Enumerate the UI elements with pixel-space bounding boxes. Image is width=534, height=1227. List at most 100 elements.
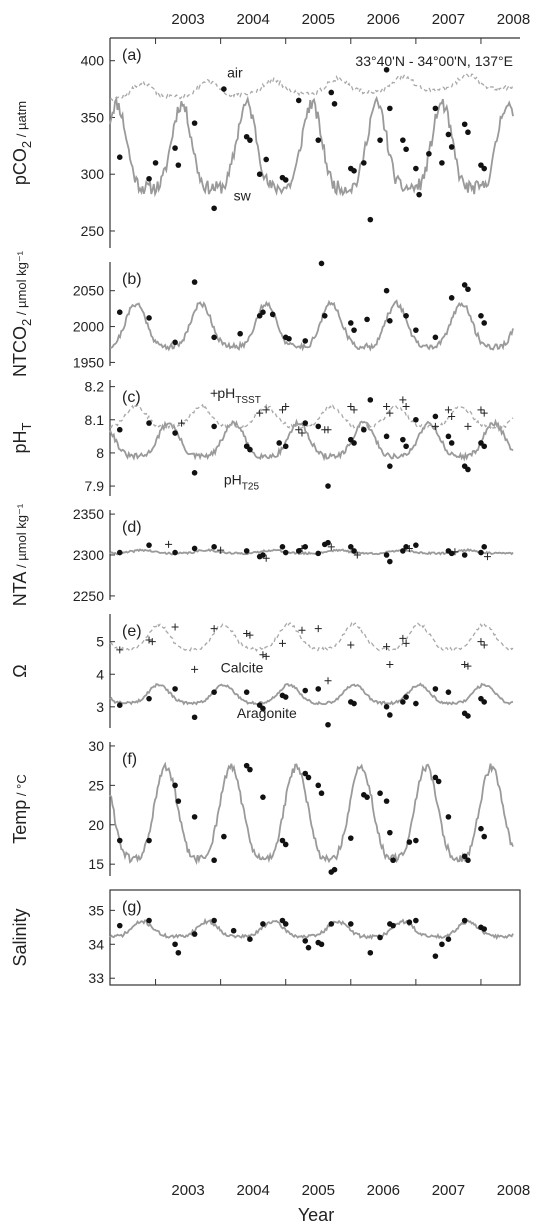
data-point [328,921,335,927]
data-point [439,160,445,166]
y-tick-label: 2300 [73,547,104,563]
data-point [116,549,123,556]
data-point [435,778,442,785]
plus-marker [217,546,225,554]
annotation: pHTSST [217,385,260,406]
data-point [413,837,419,844]
data-point [175,949,182,956]
plus-marker [464,422,472,430]
top-year-label-2003: 2003 [171,11,204,28]
data-point [406,919,413,926]
data-point [305,774,312,781]
plus-marker [259,651,267,659]
data-point [172,430,178,436]
y-tick-label: 35 [88,902,104,918]
dashed-series-line [109,403,514,431]
data-point [211,334,217,341]
data-point [146,315,152,321]
data-point [465,286,471,293]
data-point [211,205,217,212]
data-point [461,552,468,558]
plus-marker [262,652,270,660]
data-point [302,938,309,944]
data-point [377,934,383,941]
data-point [481,544,488,550]
bottom-year-label-2008: 2008 [497,1182,530,1199]
data-point [445,814,452,820]
plus-marker [148,638,156,646]
solid-series-line [109,682,514,706]
data-point [282,177,289,183]
data-point [400,699,406,705]
data-point [302,420,309,426]
data-point [347,320,354,326]
bottom-year-axis: 2003 2004 2005 2006 2007 2008 [171,1182,530,1199]
data-point [481,699,488,705]
data-point [191,814,198,820]
data-point [191,470,198,476]
data-point [282,694,289,700]
data-point [328,89,335,96]
bottom-year-label-2003: 2003 [171,1182,204,1199]
annotation: Calcite [221,660,264,676]
data-point [282,921,289,927]
data-point [400,436,406,443]
y-tick-label: 250 [81,223,105,239]
data-point [325,483,331,489]
x-axis-title: Year [298,1205,334,1225]
data-point [302,338,309,344]
data-point [211,689,217,695]
data-point [243,762,250,769]
data-point [146,837,152,844]
plus-marker [477,638,485,646]
y-axis-label: Ω [10,664,30,677]
data-point [116,702,123,708]
data-point [481,833,488,840]
panel-letter: (f) [122,751,137,768]
data-point [315,550,322,557]
data-point [325,721,331,728]
data-point [302,770,309,777]
data-point [403,312,409,319]
plus-marker [347,403,355,411]
dashed-series-line [109,72,514,102]
data-point [302,544,309,550]
plus-marker [262,554,270,562]
data-point [413,165,419,172]
plus-marker [243,630,251,638]
data-point [315,423,322,430]
data-point [413,700,419,707]
data-point [413,542,419,548]
data-point [305,944,312,951]
data-point [260,794,266,800]
data-point [367,397,374,403]
plus-marker [262,406,270,414]
data-point [302,687,309,694]
plus-marker [295,426,303,434]
panel-letter: (d) [122,519,142,536]
data-point [481,165,488,172]
data-point [403,544,409,550]
data-point [432,413,439,420]
y-axis-label: NTA / µmol kg⁻¹ [10,503,30,606]
top-year-label-2005: 2005 [302,11,335,28]
data-point [416,191,422,198]
data-point [432,334,439,341]
data-point [377,137,383,143]
data-point [351,548,357,554]
data-point [390,922,396,929]
plus-marker [324,426,332,434]
data-point [347,544,354,550]
data-point [243,548,250,554]
data-point [465,129,471,136]
data-point [387,105,393,112]
solid-series-line [109,95,514,198]
panel-f: 15 20 25 30 (f) Temp / °C [10,738,514,876]
plus-marker [402,639,410,647]
y-tick-label: 8.2 [85,379,105,395]
data-point [347,835,354,841]
plus-marker [165,540,173,548]
data-point [383,552,390,558]
top-year-axis: 2003 2004 2005 2006 2007 2008 [171,11,530,28]
